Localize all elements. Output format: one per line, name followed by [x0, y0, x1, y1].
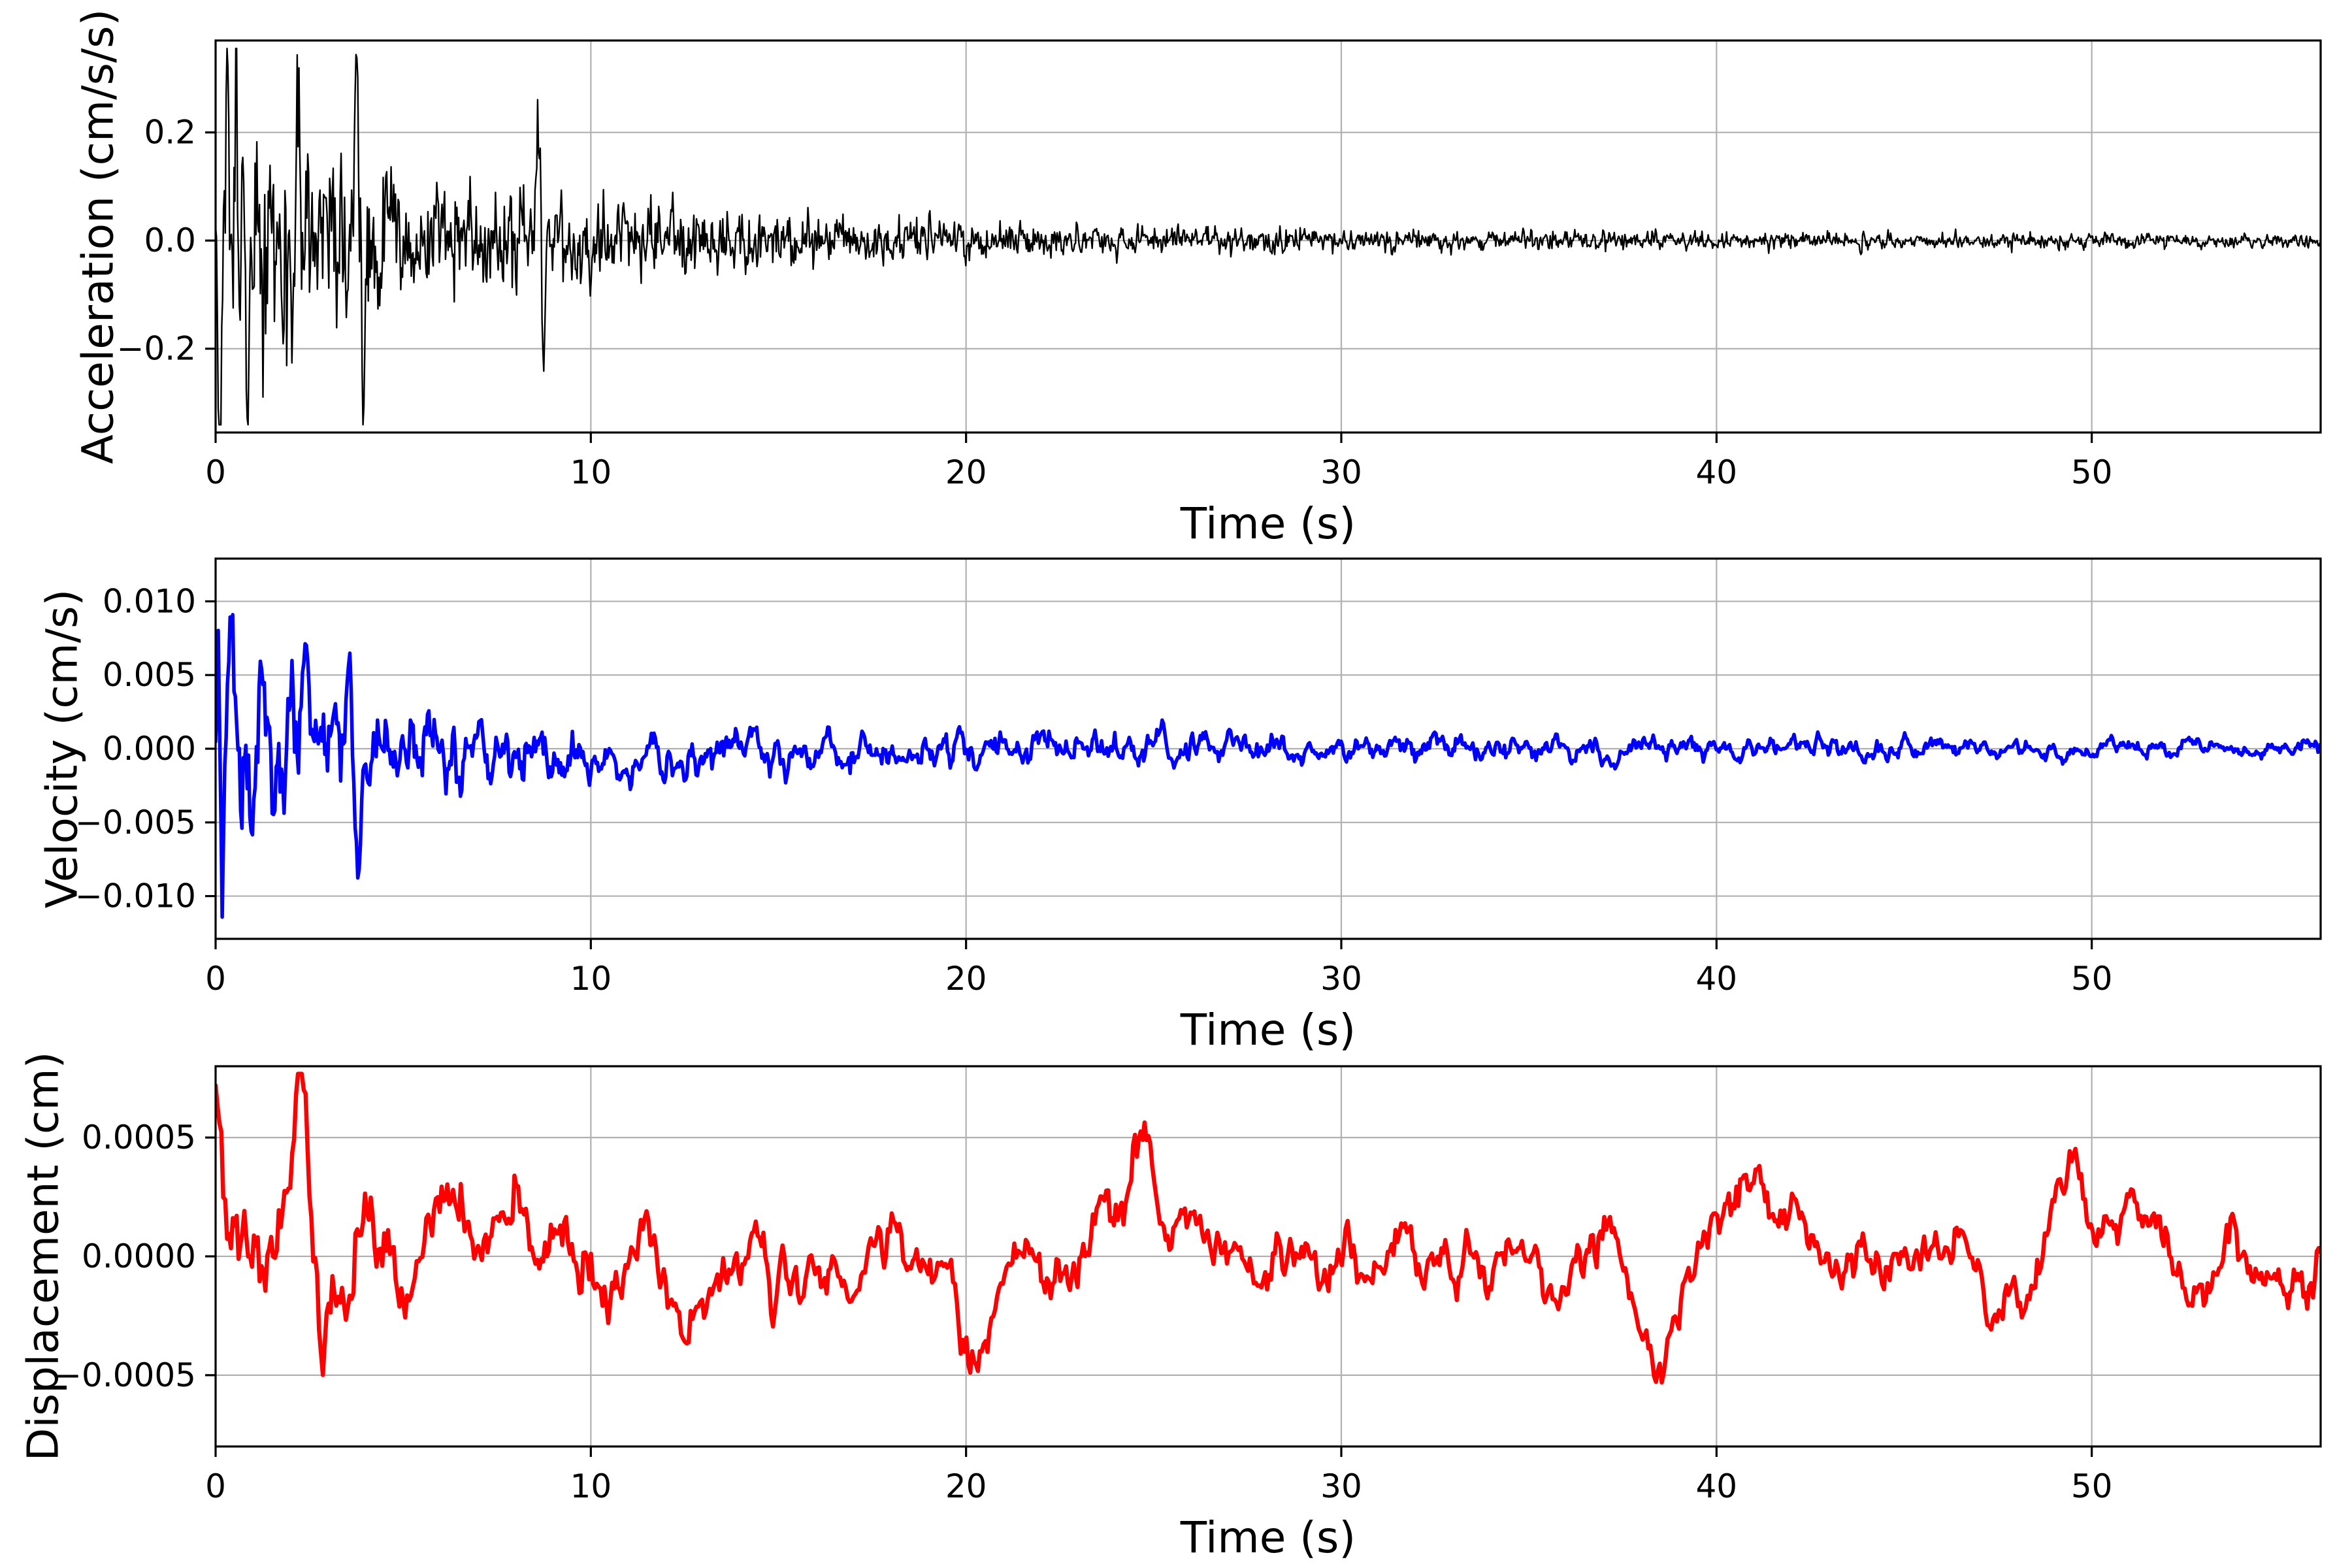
- x-axis-label: Time (s): [1180, 1512, 1356, 1563]
- x-axis-label: Time (s): [1180, 498, 1356, 549]
- y-tick-label: −0.005: [75, 804, 196, 841]
- x-tick-label: 30: [1320, 1467, 1362, 1505]
- x-tick-label: 20: [945, 960, 987, 998]
- y-axis-label-velocity: Velocity (cm/s): [37, 589, 88, 909]
- y-tick-label: 0.2: [144, 114, 196, 152]
- x-tick-label: 0: [205, 453, 226, 491]
- x-tick-label: 30: [1320, 960, 1362, 998]
- y-tick-label: 0.0: [144, 221, 196, 259]
- y-tick-label: 0.010: [103, 582, 196, 620]
- y-axis-label-displacement: Displacement (cm): [18, 1052, 69, 1462]
- acceleration-trace: [216, 48, 2321, 426]
- panel-acceleration: 0 10 20 30 40 50 0.2 0.0 −0.2 Time (s) Acceleratio…: [73, 9, 2322, 549]
- y-tick-label: 0.0005: [82, 1119, 196, 1156]
- x-axis-label: Time (s): [1180, 1005, 1356, 1055]
- x-tick-label: 20: [945, 453, 987, 491]
- x-tick-label: 40: [1696, 960, 1738, 998]
- x-tick-label: 50: [2071, 1467, 2113, 1505]
- x-tick-label: 0: [205, 960, 226, 998]
- x-tick-label: 40: [1696, 453, 1738, 491]
- x-tick-label: 10: [570, 960, 612, 998]
- x-tick-label: 10: [570, 1467, 612, 1505]
- x-tick-label: 20: [945, 1467, 987, 1505]
- y-tick-label: −0.2: [117, 330, 196, 368]
- displacement-trace: [216, 1071, 2321, 1385]
- x-tick-label: 50: [2071, 453, 2113, 491]
- x-tick-label: 10: [570, 453, 612, 491]
- y-tick-label: 0.000: [103, 730, 196, 768]
- axes-spines: [214, 39, 2322, 434]
- y-tick-label: 0.0000: [82, 1237, 196, 1275]
- panel-displacement: 0 10 20 30 40 50 0.0005 0.0000 −0.0005 Time (s) Di…: [18, 1052, 2322, 1563]
- y-axis-label-acceleration: Acceleration (cm/s/s): [73, 9, 123, 464]
- y-tick-label: −0.010: [75, 877, 196, 915]
- y-tick-label: 0.005: [103, 656, 196, 694]
- x-tick-label: 30: [1320, 453, 1362, 491]
- x-tick-label: 40: [1696, 1467, 1738, 1505]
- y-tick-label: −0.0005: [54, 1356, 196, 1394]
- x-tick-label: 50: [2071, 960, 2113, 998]
- x-tick-label: 0: [205, 1467, 226, 1505]
- velocity-trace: [216, 613, 2321, 919]
- panel-velocity: 0 10 20 30 40 50 0.010 0.005 0.000 −0.005 −0.010 Ti…: [37, 557, 2322, 1055]
